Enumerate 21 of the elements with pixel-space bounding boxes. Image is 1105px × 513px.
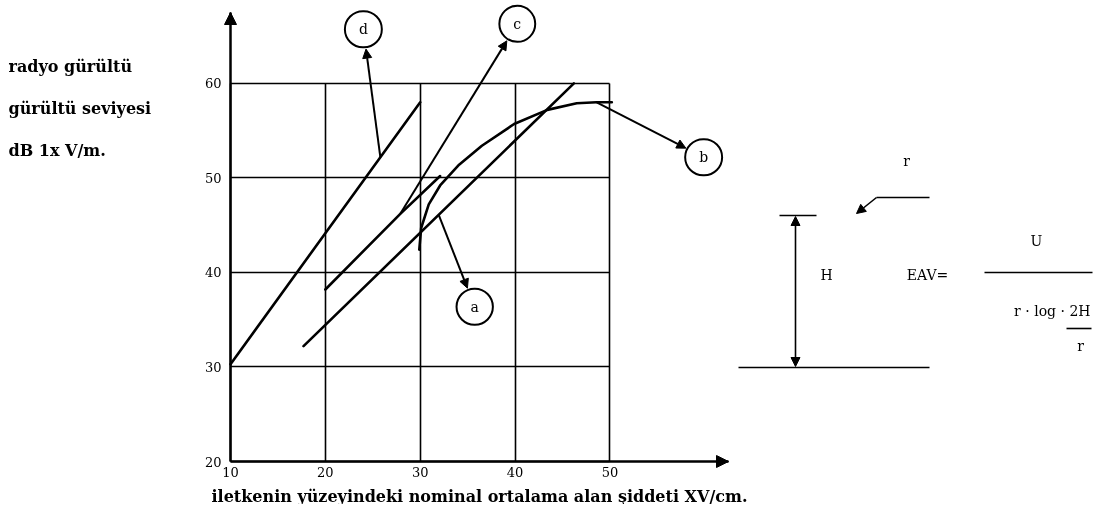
y-tick-label: 50	[204, 170, 222, 186]
text: EAV=	[906, 266, 949, 283]
x-tick-label: 40	[506, 464, 524, 480]
text: b	[699, 149, 709, 166]
legend-label: a	[470, 298, 479, 315]
y-tick-label: 40	[204, 265, 222, 281]
x-tick-label: 50	[601, 464, 619, 480]
text: U	[1030, 232, 1043, 249]
text: c	[513, 15, 522, 32]
text: radyo gürültü gürültü seviyesi dB 1x V/m.	[8, 57, 152, 160]
y-tick-label: 30	[204, 359, 222, 375]
y-tick-label: 20	[204, 454, 222, 470]
x-tick-label: 30	[411, 464, 429, 480]
text: H	[820, 266, 833, 283]
x-tick-label: 20	[317, 464, 334, 480]
x-tick-label: 10	[222, 464, 239, 480]
y-tick-label: 60	[204, 76, 222, 92]
text: d	[358, 21, 368, 38]
text: r	[903, 152, 911, 169]
text: r	[1077, 337, 1085, 354]
text: r · log · 2H	[1014, 302, 1091, 319]
